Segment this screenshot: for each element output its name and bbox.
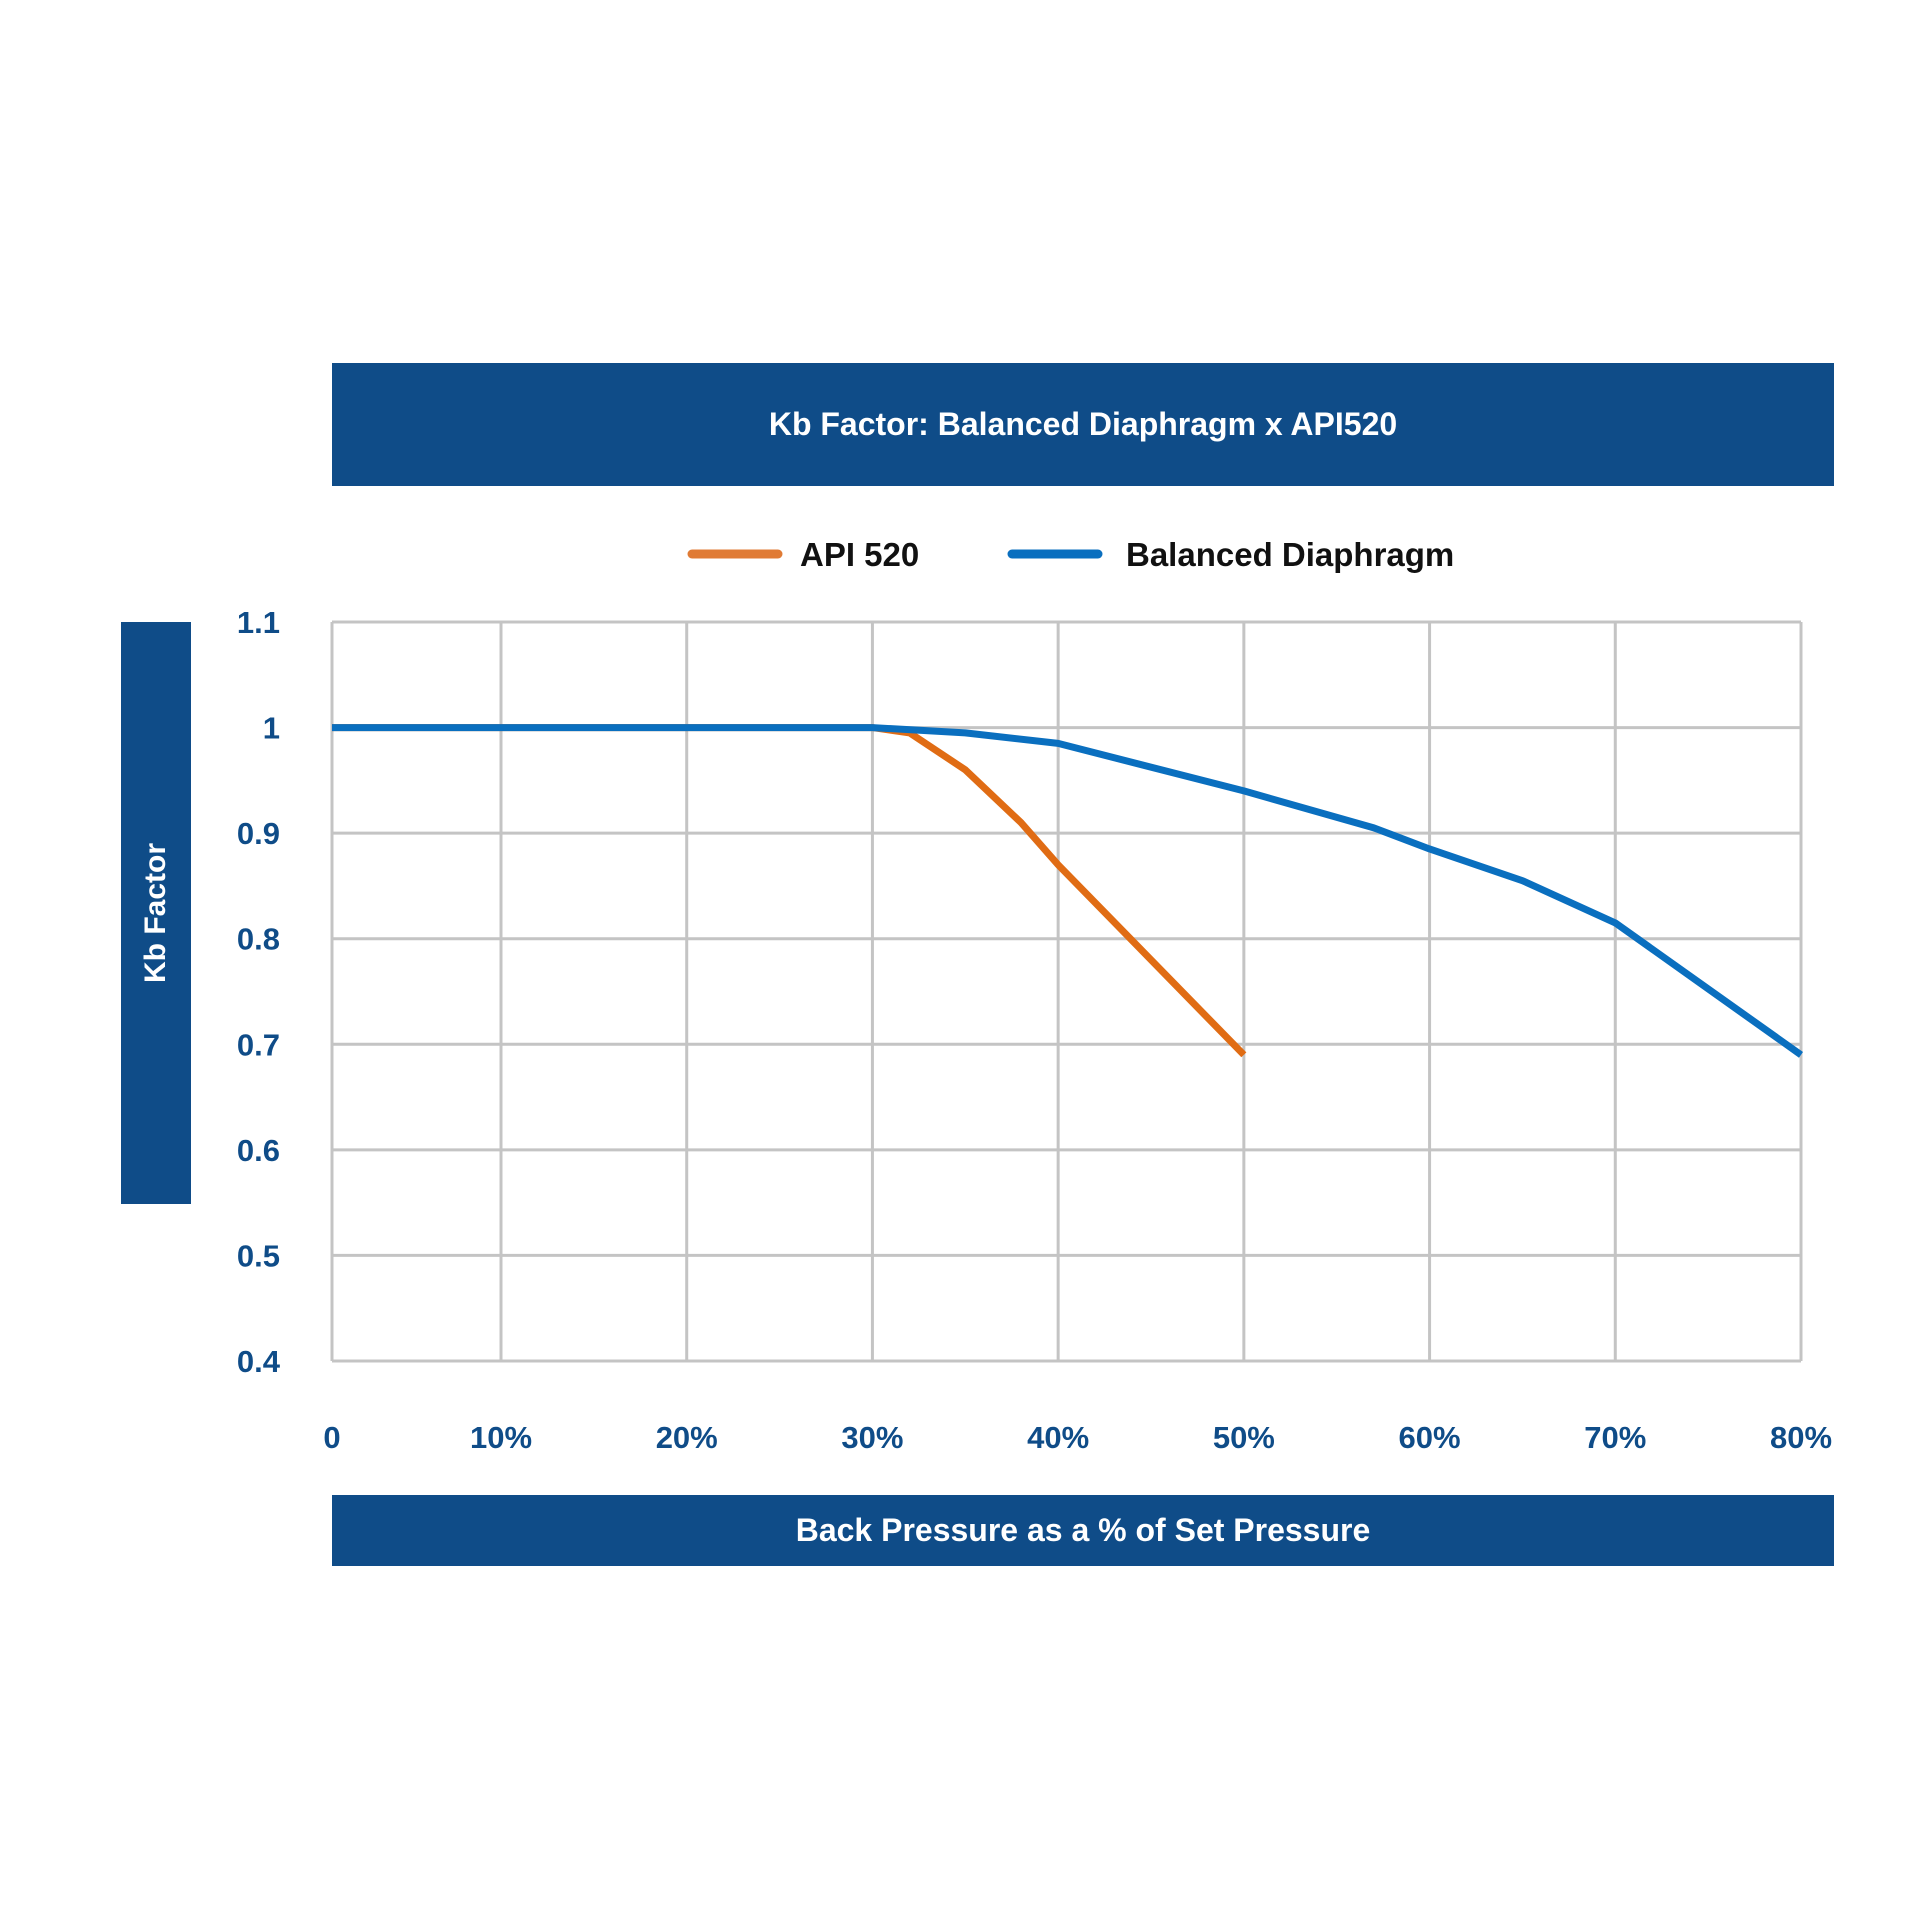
series-line-balanced-diaphragm <box>332 724 1804 1058</box>
y-tick-label: 0.8 <box>237 922 280 957</box>
x-tick-label: 0 <box>323 1420 340 1455</box>
x-tick-label: 60% <box>1399 1420 1461 1455</box>
y-axis-label-box: Kb Factor <box>121 622 191 1204</box>
y-tick-label: 0.5 <box>237 1238 280 1273</box>
x-axis-label: Back Pressure as a % of Set Pressure <box>795 1512 1371 1548</box>
x-tick-label: 30% <box>841 1420 903 1455</box>
series-line-api-520 <box>332 724 1247 1058</box>
x-axis-label-box: Back Pressure as a % of Set Pressure <box>332 1495 1834 1566</box>
x-tick-label: 10% <box>470 1420 532 1455</box>
x-tick-label: 70% <box>1584 1420 1646 1455</box>
y-tick-label: 0.4 <box>237 1344 281 1379</box>
x-tick-label: 50% <box>1213 1420 1275 1455</box>
x-tick-label: 20% <box>656 1420 718 1455</box>
legend-label: API 520 <box>800 536 919 573</box>
y-tick-label: 0.9 <box>237 816 280 851</box>
x-tick-label: 40% <box>1027 1420 1089 1455</box>
y-tick-label: 0.6 <box>237 1133 280 1168</box>
x-tick-label: 80% <box>1770 1420 1832 1455</box>
chart-title-text: Kb Factor: Balanced Diaphragm x API520 <box>768 406 1398 442</box>
legend-label: Balanced Diaphragm <box>1126 536 1454 573</box>
y-tick-label: 0.7 <box>237 1027 280 1062</box>
y-tick-label: 1 <box>263 711 280 746</box>
y-tick-label: 1.1 <box>237 605 280 640</box>
chart-title: Kb Factor: Balanced Diaphragm x API520 <box>332 363 1834 486</box>
